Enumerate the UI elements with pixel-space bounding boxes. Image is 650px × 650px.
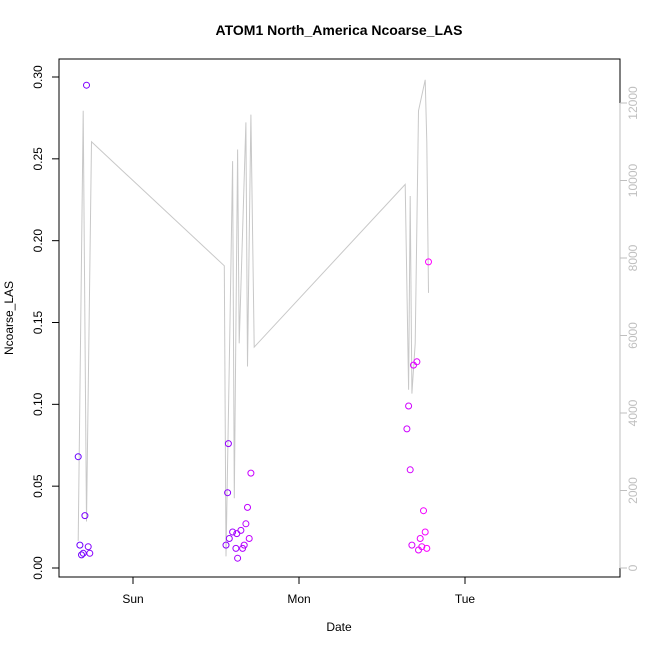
scatter-point: [242, 520, 250, 528]
scatter-point: [74, 453, 82, 461]
x-tick-label: Sun: [122, 592, 143, 606]
x-tick-label: Tue: [455, 592, 476, 606]
y-tick-label: 0.00: [31, 556, 45, 580]
scatter-point: [415, 546, 422, 554]
scatter-point: [83, 81, 90, 89]
y-tick-label: 0.20: [31, 229, 45, 253]
y-tick-label: 0.15: [31, 310, 45, 334]
scatter-point: [244, 503, 251, 511]
x-axis-label: Date: [326, 620, 352, 634]
y-tick-label: 0.10: [31, 392, 45, 416]
scatter-point: [247, 469, 255, 477]
y-tick-label: 0.30: [31, 65, 45, 89]
scatter-point: [232, 544, 240, 552]
y2-tick-label: 8000: [626, 244, 640, 271]
scatter-point: [84, 543, 92, 551]
x-axis: Sun Mon Tue: [122, 576, 476, 606]
scatter-point: [421, 528, 429, 536]
scatter-point: [239, 544, 247, 552]
scatter-point: [229, 528, 237, 536]
scatter-point: [425, 258, 432, 266]
y-tick-label: 0.05: [31, 474, 45, 498]
scatter-point: [225, 535, 233, 542]
y2-tick-label: 0: [626, 564, 640, 571]
scatter-point: [79, 549, 87, 557]
y2-tick-label: 12000: [626, 86, 640, 120]
y2-tick-label: 10000: [626, 163, 640, 197]
scatter-point: [406, 466, 414, 474]
scatter-point: [418, 543, 426, 551]
scatter-point: [408, 541, 416, 549]
y2-tick-label: 6000: [626, 322, 640, 349]
y2-tick-label: 2000: [626, 477, 640, 504]
y2-axis: 0 2000 4000 6000 8000 10000 12000: [619, 86, 640, 571]
scatter-point: [403, 425, 411, 433]
scatter-point: [420, 507, 427, 515]
secondary-line-layer: [77, 79, 429, 557]
scatter-point: [222, 541, 230, 549]
scatter-point: [81, 512, 89, 520]
y-tick-label: 0.25: [31, 147, 45, 171]
x-tick-label: Mon: [287, 592, 310, 606]
scatter-point: [413, 358, 421, 366]
y2-tick-label: 4000: [626, 399, 640, 426]
chart-title: ATOM1 North_America Ncoarse_LAS: [216, 22, 463, 38]
scatter-point: [78, 551, 85, 559]
scatter-point: [240, 541, 248, 549]
scatter-point: [405, 402, 413, 410]
scatter-point: [224, 489, 232, 497]
scatter-point: [234, 554, 242, 562]
scatter-point: [416, 535, 424, 542]
scatter-point: [86, 549, 94, 557]
y-axis-label: Ncoarse_LAS: [2, 281, 16, 355]
scatter-point: [245, 535, 253, 542]
scatter-point: [423, 544, 431, 552]
plot-frame: [58, 58, 621, 578]
scatter-point: [76, 541, 84, 549]
scatter-point: [237, 526, 245, 534]
y-axis: 0.00 0.05 0.10 0.15 0.20 0.25 0.30: [31, 65, 60, 580]
scatter-points-layer: [74, 81, 432, 562]
secondary-series-line: [77, 79, 429, 557]
scatter-point: [224, 440, 232, 448]
